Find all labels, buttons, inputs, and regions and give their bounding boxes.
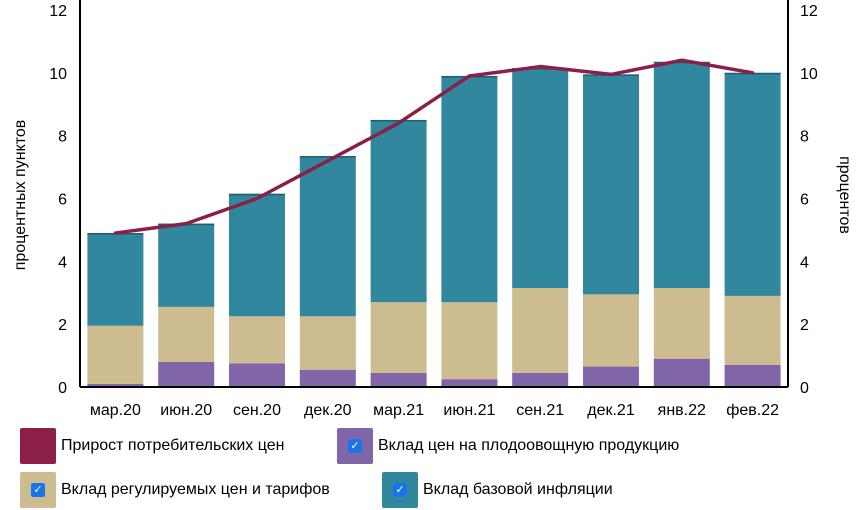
x-tick-label: мар.20	[90, 402, 141, 419]
x-tick-label: июн.20	[160, 402, 212, 419]
bar-segment-core-inflation[interactable]	[583, 74, 639, 295]
legend-label-fruit-veg: Вклад цен на плодоовощную продукцию	[378, 437, 680, 454]
y-tick-label-right: 4	[800, 254, 809, 271]
x-tick-label: янв.22	[658, 402, 706, 419]
x-tick-label: сен.21	[516, 402, 564, 419]
bar-top-edge	[370, 119, 427, 122]
bar-top-edge	[299, 156, 356, 158]
y-tick-label-right: 10	[800, 66, 818, 83]
y-tick-label-left: 8	[58, 129, 67, 146]
bar-segment-core-inflation[interactable]	[653, 61, 710, 289]
x-tick-label: сен.20	[233, 402, 281, 419]
bar-segment-regulated[interactable]	[653, 288, 710, 359]
cpi-growth-point[interactable]	[538, 65, 542, 69]
bar-segment-regulated[interactable]	[370, 302, 427, 373]
legend-label-cpi-growth: Прирост потребительских цен	[61, 437, 285, 454]
checkbox-regulated[interactable]: ✓	[31, 483, 45, 497]
y-tick-label-left: 2	[58, 317, 67, 334]
x-tick-label: дек.21	[587, 402, 635, 419]
bar-segment-regulated[interactable]	[512, 288, 569, 373]
bar-segment-fruit-veg[interactable]	[87, 383, 144, 387]
legend-swatch-cpi-growth	[20, 428, 56, 464]
bar-segment-regulated[interactable]	[158, 306, 215, 362]
cpi-growth-point[interactable]	[397, 121, 401, 125]
cpi-growth-point[interactable]	[751, 71, 755, 75]
legend: Прирост потребительских цен ✓ Вклад цен …	[0, 426, 858, 510]
checkbox-fruit-veg[interactable]: ✓	[348, 439, 362, 453]
bar-top-edge	[512, 68, 569, 70]
legend-label-regulated: Вклад регулируемых цен и тарифов	[61, 481, 330, 498]
x-tick-label: фев.22	[726, 402, 779, 419]
bar-segment-regulated[interactable]	[87, 325, 144, 384]
y-axis-title-right: процентов	[836, 156, 853, 234]
cpi-growth-point[interactable]	[467, 74, 471, 78]
chart-svg: 0 0 2 2 4 4 6 6 8 8 10 10 12 12 мар.20 июн.20 сен.20 дек.…	[12, 0, 853, 419]
legend-swatch-fruit-veg: ✓	[337, 428, 373, 464]
bar-segment-regulated[interactable]	[583, 294, 639, 367]
x-tick-label: июн.21	[443, 402, 495, 419]
cpi-growth-point[interactable]	[326, 159, 330, 163]
bar-segment-fruit-veg[interactable]	[370, 372, 427, 387]
checkmark-icon: ✓	[31, 483, 45, 497]
bar-segment-regulated[interactable]	[441, 302, 498, 380]
y-tick-label-right: 0	[800, 380, 809, 397]
legend-swatch-regulated: ✓	[20, 472, 56, 508]
bar-segment-regulated[interactable]	[229, 316, 285, 364]
bar-segment-fruit-veg[interactable]	[653, 358, 710, 387]
bar-top-edge	[229, 193, 285, 196]
bar-segment-fruit-veg[interactable]	[724, 365, 781, 387]
x-tick-label: дек.20	[304, 402, 352, 419]
bar-segment-fruit-veg[interactable]	[299, 369, 356, 387]
bar-segment-fruit-veg[interactable]	[583, 366, 639, 387]
bar-top-edge	[653, 61, 710, 64]
y-axis-title-left: процентных пунктов	[12, 120, 29, 271]
legend-item-cpi-growth[interactable]: Прирост потребительских цен	[20, 428, 284, 464]
checkmark-icon: ✓	[348, 439, 362, 453]
legend-item-core-inflation[interactable]: ✓ Вклад базовой инфляции	[382, 472, 613, 508]
y-tick-label-left: 4	[58, 254, 67, 271]
y-tick-label-right: 6	[800, 192, 809, 209]
bar-segment-fruit-veg[interactable]	[441, 379, 498, 387]
y-tick-label-left: 12	[49, 3, 67, 20]
cpi-growth-point[interactable]	[609, 72, 613, 76]
cpi-growth-point[interactable]	[113, 231, 117, 235]
bar-segment-core-inflation[interactable]	[299, 156, 356, 317]
legend-item-regulated[interactable]: ✓ Вклад регулируемых цен и тарифов	[20, 472, 330, 508]
cpi-growth-point[interactable]	[255, 197, 259, 200]
bar-segment-core-inflation[interactable]	[87, 233, 144, 326]
cpi-growth-point[interactable]	[184, 222, 188, 226]
bar-segment-fruit-veg[interactable]	[512, 372, 569, 387]
checkmark-icon: ✓	[393, 483, 407, 497]
bar-segment-core-inflation[interactable]	[370, 119, 427, 303]
cpi-growth-line[interactable]	[113, 58, 755, 235]
checkbox-core-inflation[interactable]: ✓	[393, 483, 407, 497]
cpi-growth-point[interactable]	[680, 58, 684, 62]
y-tick-label-right: 12	[800, 3, 818, 20]
bar-segment-core-inflation[interactable]	[724, 72, 781, 296]
y-tick-label-left: 6	[58, 192, 67, 209]
legend-item-fruit-veg[interactable]: ✓ Вклад цен на плодоовощную продукцию	[337, 428, 679, 464]
y-tick-label-left: 0	[58, 380, 67, 397]
y-tick-label-right: 8	[800, 129, 809, 146]
bar-segment-fruit-veg[interactable]	[229, 363, 285, 387]
bar-segment-regulated[interactable]	[724, 295, 781, 366]
bar-segment-core-inflation[interactable]	[441, 75, 498, 303]
legend-swatch-core-inflation: ✓	[382, 472, 418, 508]
bar-segment-regulated[interactable]	[299, 316, 356, 370]
bar-segment-core-inflation[interactable]	[512, 68, 569, 289]
legend-label-core-inflation: Вклад базовой инфляции	[423, 481, 613, 498]
y-tick-label-right: 2	[800, 317, 809, 334]
bar-segment-core-inflation[interactable]	[158, 223, 215, 307]
bar-segment-core-inflation[interactable]	[229, 193, 285, 317]
bar-segment-fruit-veg[interactable]	[158, 361, 215, 387]
x-tick-label: мар.21	[373, 402, 424, 419]
y-tick-label-left: 10	[49, 66, 67, 83]
